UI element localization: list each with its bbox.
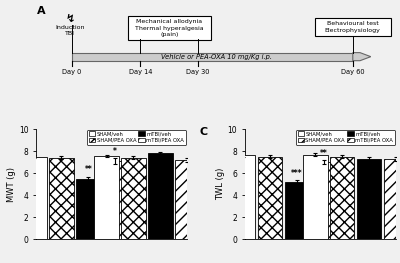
Bar [148, 153, 173, 239]
Bar [121, 158, 146, 239]
Bar [357, 159, 381, 239]
Bar [312, 162, 336, 239]
Text: ***: *** [291, 169, 303, 178]
Text: Mechanical allodynia
Thermal hyperalgesia
(pain): Mechanical allodynia Thermal hyperalgesi… [135, 19, 204, 37]
Text: Day 60: Day 60 [341, 69, 365, 75]
Bar [49, 158, 74, 239]
Bar [303, 155, 328, 239]
Bar [175, 160, 200, 239]
FancyArrow shape [353, 53, 371, 61]
Bar [330, 157, 354, 239]
Text: Induction
TBI: Induction TBI [56, 24, 85, 36]
Text: Day 30: Day 30 [186, 69, 210, 75]
Bar [258, 157, 282, 239]
Legend: SHAM/veh, SHAM/PEA OXA, mTBI/veh, mTBI/PEA OXA: SHAM/veh, SHAM/PEA OXA, mTBI/veh, mTBI/P… [87, 130, 186, 145]
Y-axis label: MWT (g): MWT (g) [7, 167, 16, 202]
Bar [94, 156, 119, 239]
Legend: SHAM/veh, SHAM/PEA OXA, mTBI/veh, mTBI/PEA OXA: SHAM/veh, SHAM/PEA OXA, mTBI/veh, mTBI/P… [296, 130, 395, 145]
Bar [384, 159, 400, 239]
Text: **: ** [320, 149, 328, 158]
Text: *: * [113, 147, 117, 156]
Bar [231, 155, 256, 239]
Text: ↯: ↯ [66, 13, 75, 23]
Text: Day 0: Day 0 [62, 69, 82, 75]
Text: Day 14: Day 14 [129, 69, 152, 75]
FancyBboxPatch shape [128, 16, 211, 40]
Bar [72, 53, 353, 61]
Text: Vehicle or PEA-OXA 10 mg/Kg i.p.: Vehicle or PEA-OXA 10 mg/Kg i.p. [160, 54, 272, 60]
Bar [76, 179, 101, 239]
FancyBboxPatch shape [315, 18, 391, 37]
Text: Behavioural test
Electrophysiology: Behavioural test Electrophysiology [325, 22, 381, 33]
Text: A: A [37, 6, 45, 16]
Bar [22, 157, 47, 239]
Bar [285, 182, 309, 239]
Text: C: C [199, 127, 208, 137]
Y-axis label: TWL (g): TWL (g) [216, 168, 225, 200]
Text: **: ** [84, 165, 92, 174]
Bar [103, 161, 128, 239]
